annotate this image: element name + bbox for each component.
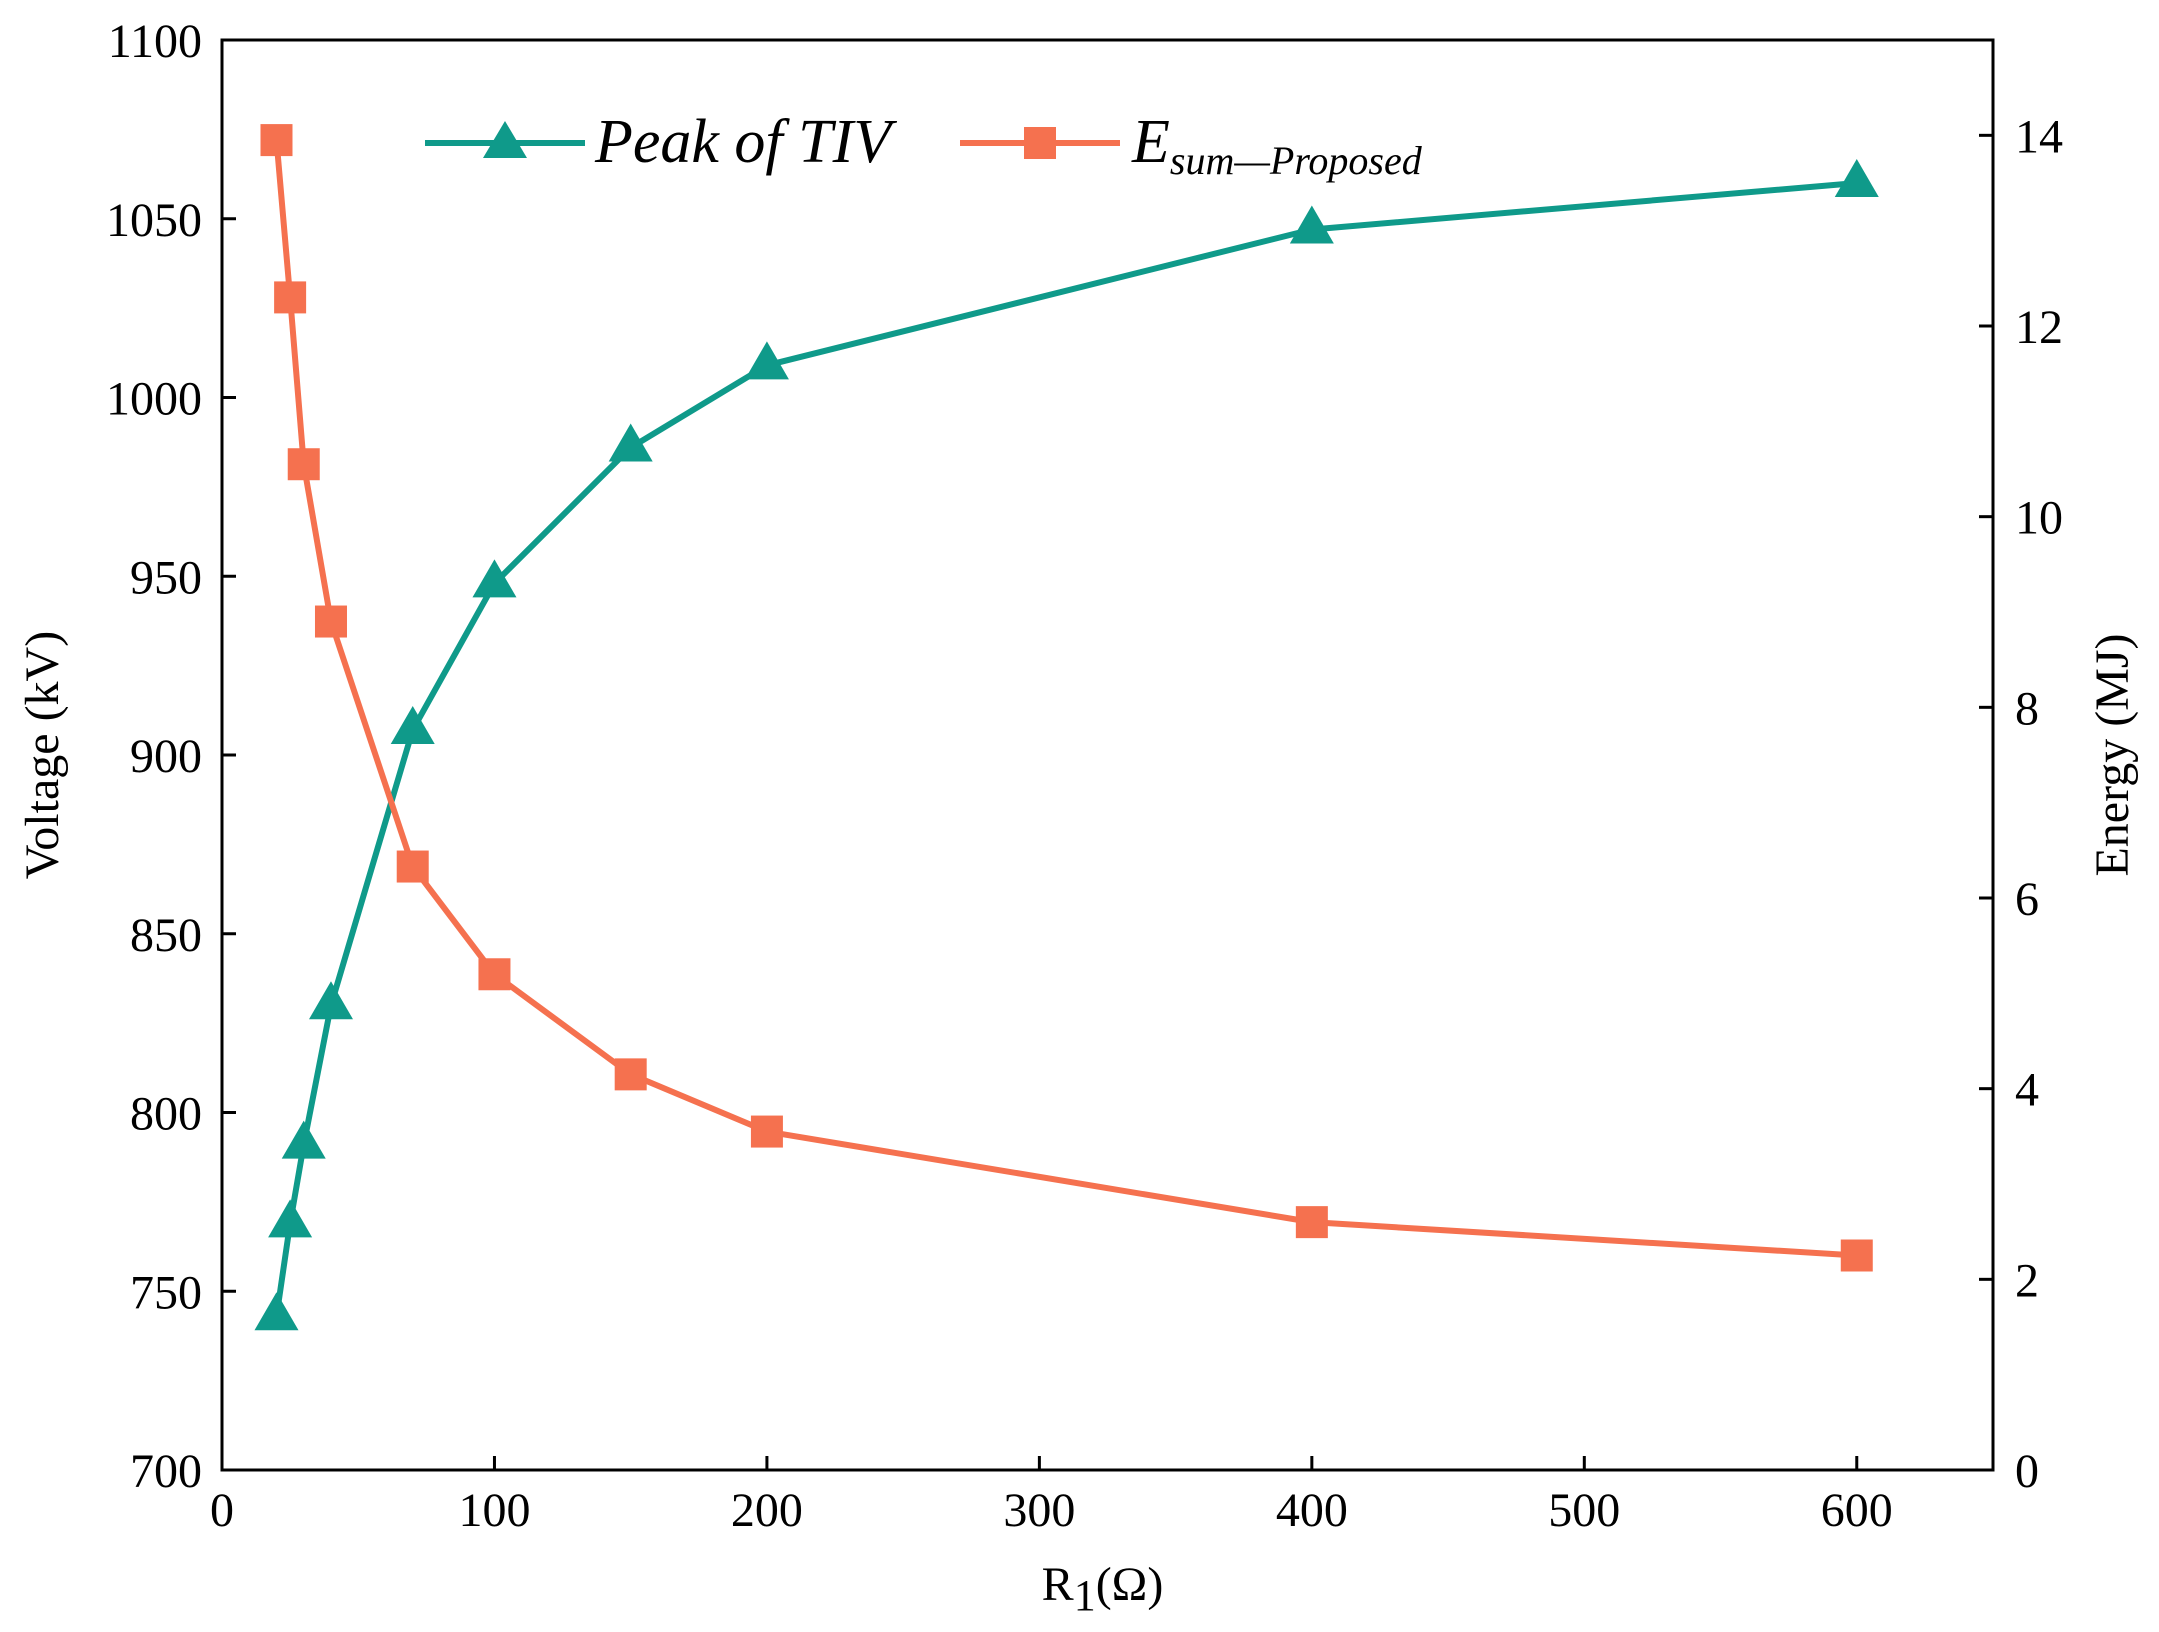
x-tick-label: 0: [210, 1484, 234, 1537]
y-left-tick-label: 1000: [106, 373, 202, 426]
series-layer: [254, 124, 1879, 1331]
y-left-tick-label: 950: [130, 551, 202, 604]
y-right-tick-label: 6: [2015, 873, 2039, 926]
y-right-tick-label: 14: [2015, 110, 2063, 163]
y-right-tick-label: 10: [2015, 492, 2063, 545]
x-axis-title-sub: 1: [1074, 1571, 1096, 1620]
tiv-point: [254, 1292, 299, 1331]
x-axis-title: R1(Ω): [1042, 1558, 1164, 1620]
y-left-tick-label: 1100: [108, 15, 202, 68]
y-right-tick-label: 8: [2015, 682, 2039, 735]
y-left-tick-label: 900: [130, 730, 202, 783]
tiv-point: [1289, 205, 1334, 244]
x-tick-label: 400: [1276, 1484, 1348, 1537]
legend-label-energy: Esum—Proposed: [1131, 108, 1423, 183]
tiv-point: [608, 423, 653, 462]
tiv-point: [390, 705, 435, 744]
legend-label-energy-main: E: [1131, 108, 1170, 176]
series-line-1: [273, 139, 1857, 1259]
x-tick-label: 600: [1821, 1484, 1893, 1537]
energy-point: [478, 958, 511, 991]
axes: 0 100 200 300 400 500 600700750800850900950100…: [16, 15, 2139, 1620]
x-tick-label: 500: [1548, 1484, 1620, 1537]
energy-point: [396, 850, 429, 883]
energy-point: [614, 1058, 647, 1091]
legend-marker-energy: [1024, 127, 1056, 159]
energy-point: [274, 281, 307, 314]
y-left-tick-label: 750: [130, 1266, 202, 1319]
y-left-tick-label: 1050: [106, 194, 202, 247]
x-tick-label: 300: [1003, 1484, 1075, 1537]
plot-frame: [220, 38, 1995, 1472]
energy-point: [750, 1115, 783, 1148]
energy-point: [314, 605, 347, 638]
y-left-tick-label: 700: [130, 1445, 202, 1498]
tiv-point: [308, 981, 353, 1020]
y-left-tick-label: 850: [130, 909, 202, 962]
tiv-point: [472, 559, 517, 598]
tiv-point: [268, 1199, 313, 1238]
legend: Peak of TIV Esum—Proposed: [425, 108, 1423, 183]
tiv-point: [744, 341, 789, 380]
y-right-tick-label: 12: [2015, 301, 2063, 354]
y-right-tick-label: 2: [2015, 1254, 2039, 1307]
x-tick-label: 100: [458, 1484, 530, 1537]
x-tick-label: 200: [731, 1484, 803, 1537]
legend-label-tiv: Peak of TIV: [594, 108, 897, 176]
legend-marker-tiv: [483, 121, 527, 158]
tiv-point: [281, 1120, 326, 1159]
x-axis-title-unit: (Ω): [1096, 1558, 1164, 1611]
y-left-axis-title: Voltage (kV): [16, 631, 69, 879]
energy-point: [260, 124, 293, 157]
legend-label-energy-sub: sum—Proposed: [1170, 138, 1423, 183]
y-right-axis-title: Energy (MJ): [2086, 633, 2139, 876]
energy-point: [1840, 1239, 1873, 1272]
y-right-tick-label: 4: [2015, 1064, 2039, 1117]
y-right-tick-label: 0: [2015, 1445, 2039, 1498]
y-left-tick-label: 800: [130, 1088, 202, 1141]
series-line-0: [273, 180, 1858, 1317]
x-axis-title-main: R: [1042, 1558, 1074, 1611]
tiv-point: [1834, 159, 1879, 197]
energy-point: [287, 448, 320, 481]
energy-point: [1295, 1206, 1328, 1239]
